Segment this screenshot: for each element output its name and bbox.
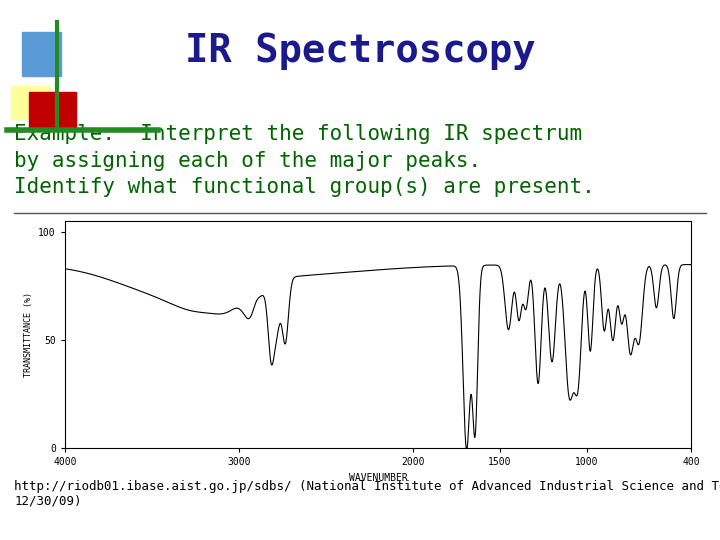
Text: Example:  Interpret the following IR spectrum
by assigning each of the major pea: Example: Interpret the following IR spec… — [14, 124, 595, 197]
Text: IR Spectroscopy: IR Spectroscopy — [185, 32, 535, 70]
Text: 1642
cm⁻¹: 1642 cm⁻¹ — [505, 396, 539, 427]
Bar — [29, 92, 76, 130]
Text: 2733
cm⁻¹: 2733 cm⁻¹ — [323, 353, 356, 383]
Text: 1691
cm⁻¹: 1691 cm⁻¹ — [403, 396, 436, 427]
Text: 2814
cm⁻¹: 2814 cm⁻¹ — [193, 355, 227, 385]
Bar — [22, 32, 61, 76]
Bar — [11, 86, 50, 119]
Text: http://riodb01.ibase.aist.go.jp/sdbs/ (National Institute of Advanced Industrial: http://riodb01.ibase.aist.go.jp/sdbs/ (N… — [14, 480, 720, 508]
X-axis label: WAVENUMBER: WAVENUMBER — [348, 473, 408, 483]
Y-axis label: TRANSMITTANCE (%): TRANSMITTANCE (%) — [24, 292, 32, 377]
